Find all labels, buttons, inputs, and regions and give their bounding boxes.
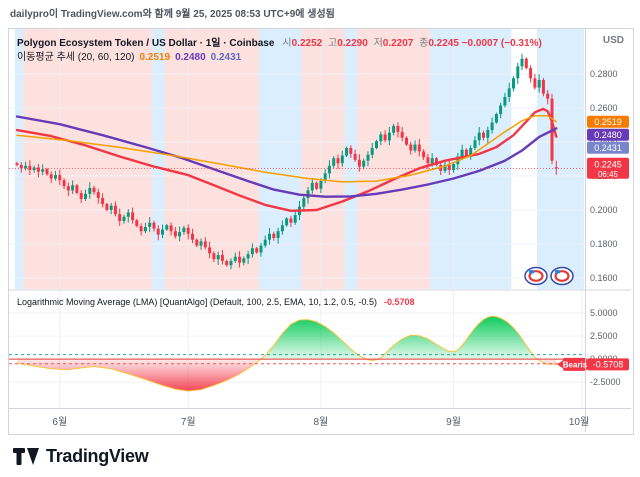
sticker-icon-2	[550, 266, 574, 286]
svg-text:0.1800: 0.1800	[590, 239, 618, 249]
low-label: 저	[373, 38, 383, 49]
ma20-value: 0.2519	[139, 52, 171, 63]
svg-text:2.5000: 2.5000	[590, 331, 618, 341]
trend-bands	[14, 29, 585, 289]
ma-trend-legend[interactable]: 이동평균 추세 (20, 60, 120) 0.2519 0.2480 0.24…	[17, 48, 241, 63]
bearish-signal-label: Bearis	[557, 357, 588, 371]
chart-container[interactable]: Bearis0.28000.26000.24000.22000.20000.18…	[8, 28, 634, 435]
svg-text:0.2600: 0.2600	[590, 103, 618, 113]
lma-indicator-name: Logarithmic Moving Average (LMA) [QuantA…	[17, 297, 378, 307]
svg-text:0.2431: 0.2431	[594, 143, 622, 153]
svg-text:0.2245: 0.2245	[594, 159, 622, 169]
symbol-legend[interactable]: Polygon Ecosystem Token / US Dollar · 1일…	[17, 34, 542, 49]
ohlc-values: 시0.2252 고0.2290 저0.2207 종0.2245 −0.0007 …	[279, 34, 541, 49]
tradingview-logo-icon[interactable]	[13, 448, 39, 465]
low-value: 0.2207	[382, 38, 414, 49]
svg-text:9월: 9월	[446, 416, 461, 428]
lma-value: -0.5708	[384, 297, 415, 307]
ma120-value: 0.2431	[210, 52, 242, 63]
svg-text:10월: 10월	[569, 416, 589, 428]
ma60-value: 0.2480	[175, 52, 206, 63]
close-label: 종	[419, 38, 429, 49]
sticker-icons	[524, 266, 574, 286]
svg-text:0.2480: 0.2480	[594, 130, 622, 140]
high-value: 0.2290	[337, 38, 368, 49]
svg-text:0.2519: 0.2519	[594, 117, 622, 127]
svg-text:6월: 6월	[52, 416, 67, 428]
footer-bar: TradingView	[0, 436, 640, 477]
high-label: 고	[327, 38, 338, 49]
ma-indicator-name: 이동평균 추세 (20, 60, 120)	[17, 52, 135, 63]
svg-text:Bearis: Bearis	[563, 360, 588, 369]
lma-oscillator	[9, 315, 585, 392]
candlestick-series	[15, 53, 558, 270]
time-axis[interactable]: 6월 7월 8월 9월 10월	[52, 416, 589, 428]
svg-text:-0.5708: -0.5708	[593, 359, 624, 369]
svg-text:06:45: 06:45	[598, 170, 619, 179]
svg-text:8월: 8월	[313, 416, 328, 428]
chart-canvas[interactable]: Bearis0.28000.26000.24000.22000.20000.18…	[9, 29, 631, 432]
svg-text:0.2000: 0.2000	[590, 205, 618, 215]
symbol-title: Polygon Ecosystem Token / US Dollar · 1일…	[17, 38, 275, 49]
lma-legend[interactable]: Logarithmic Moving Average (LMA) [QuantA…	[17, 297, 415, 307]
svg-text:0.1600: 0.1600	[590, 273, 618, 283]
svg-text:-2.5000: -2.5000	[590, 377, 621, 387]
open-value: 0.2252	[291, 38, 323, 49]
sticker-icon-1	[524, 266, 548, 286]
brand-wordmark[interactable]: TradingView	[46, 446, 149, 466]
svg-text:5.0000: 5.0000	[590, 308, 618, 318]
close-value: 0.2245	[428, 38, 459, 49]
svg-text:7월: 7월	[181, 416, 196, 428]
currency-label: USD	[602, 35, 624, 46]
open-label: 시	[282, 38, 292, 49]
change-value: −0.0007 (−0.31%)	[461, 38, 542, 49]
svg-text:0.2800: 0.2800	[590, 69, 618, 79]
snapshot-watermark: dailypro이 TradingView.com와 함께 9월 25, 202…	[10, 9, 335, 20]
